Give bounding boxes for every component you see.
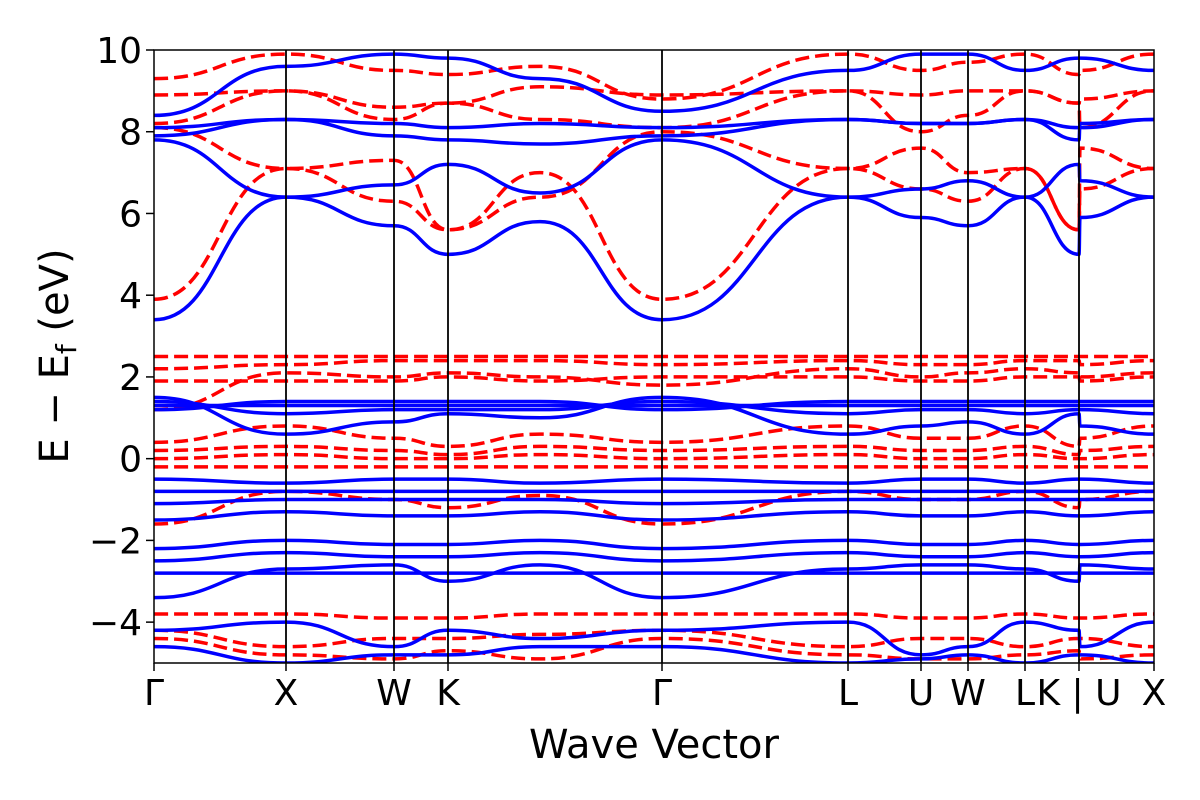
y-tick-label-7: −4 <box>89 603 142 644</box>
band-solid-28 <box>154 497 1154 506</box>
band-solid-22 <box>154 395 1154 436</box>
y-axis-label-unit: (eV) <box>32 248 78 344</box>
band-dashed-21 <box>154 636 1154 661</box>
band-solid-2 <box>154 117 1154 146</box>
band-dashed-10 <box>154 367 1154 412</box>
x-tick-label-8: L <box>1015 673 1035 714</box>
x-tick-label-7: W <box>950 673 986 714</box>
band-dashed-19 <box>154 612 1154 620</box>
band-dashed-20 <box>154 628 1154 649</box>
x-tick-label-3: K <box>436 673 461 714</box>
band-solid-0 <box>154 195 1154 322</box>
band-dashed-8 <box>154 85 1154 109</box>
y-axis-label-subscript: f <box>50 343 83 354</box>
y-axis-ticks: 10 8 6 4 2 0 −2 −4 <box>89 31 154 644</box>
band-solid-4 <box>154 52 1154 118</box>
band-dashed-11 <box>154 358 1154 371</box>
y-axis-label-main: E − E <box>32 354 78 464</box>
y-tick-label-5: 0 <box>119 440 142 481</box>
y-tick-label-4: 2 <box>119 358 142 399</box>
x-tick-label-6: U <box>908 673 934 714</box>
band-dashed-13 <box>154 375 1154 383</box>
band-solid-35 <box>154 644 1154 663</box>
band-dashed-16 <box>154 452 1154 461</box>
band-dashed-6 <box>154 125 1154 232</box>
band-solid-3 <box>154 117 1154 130</box>
band-dashed-18 <box>154 489 1154 526</box>
y-tick-label-6: −2 <box>89 521 142 562</box>
x-tick-label-1: X <box>274 673 299 714</box>
band-solid-34 <box>154 620 1154 657</box>
x-tick-label-5: L <box>838 673 858 714</box>
band-dashed-5 <box>154 158 1154 302</box>
x-axis-label: Wave Vector <box>529 722 780 768</box>
x-tick-label-10: X <box>1142 673 1167 714</box>
band-dashed-14 <box>154 424 1154 449</box>
band-dashed-15 <box>154 444 1154 457</box>
band-solid-29 <box>154 510 1154 522</box>
y-tick-label-2: 6 <box>119 194 142 235</box>
y-axis-label: E − Ef (eV) <box>32 248 83 463</box>
band-dashed-9 <box>154 52 1154 101</box>
y-tick-label-1: 8 <box>119 113 142 154</box>
x-tick-label-2: W <box>376 673 412 714</box>
y-tick-label-0: 10 <box>96 31 142 72</box>
band-solid-32 <box>154 563 1154 600</box>
band-solid-1 <box>154 138 1154 199</box>
band-solid-23 <box>154 399 1154 416</box>
high-symmetry-lines <box>285 50 1080 663</box>
plot-frame <box>153 49 1155 664</box>
band-solid-30 <box>154 538 1154 551</box>
y-tick-label-3: 4 <box>119 276 142 317</box>
x-tick-label-0: Γ <box>144 673 164 714</box>
x-tick-label-9: K | U <box>1037 673 1122 714</box>
band-solid-26 <box>154 477 1154 485</box>
bands-layer <box>154 52 1154 663</box>
band-solid-31 <box>154 550 1154 563</box>
band-solid-25 <box>154 399 1154 412</box>
x-tick-label-4: Γ <box>652 673 672 714</box>
